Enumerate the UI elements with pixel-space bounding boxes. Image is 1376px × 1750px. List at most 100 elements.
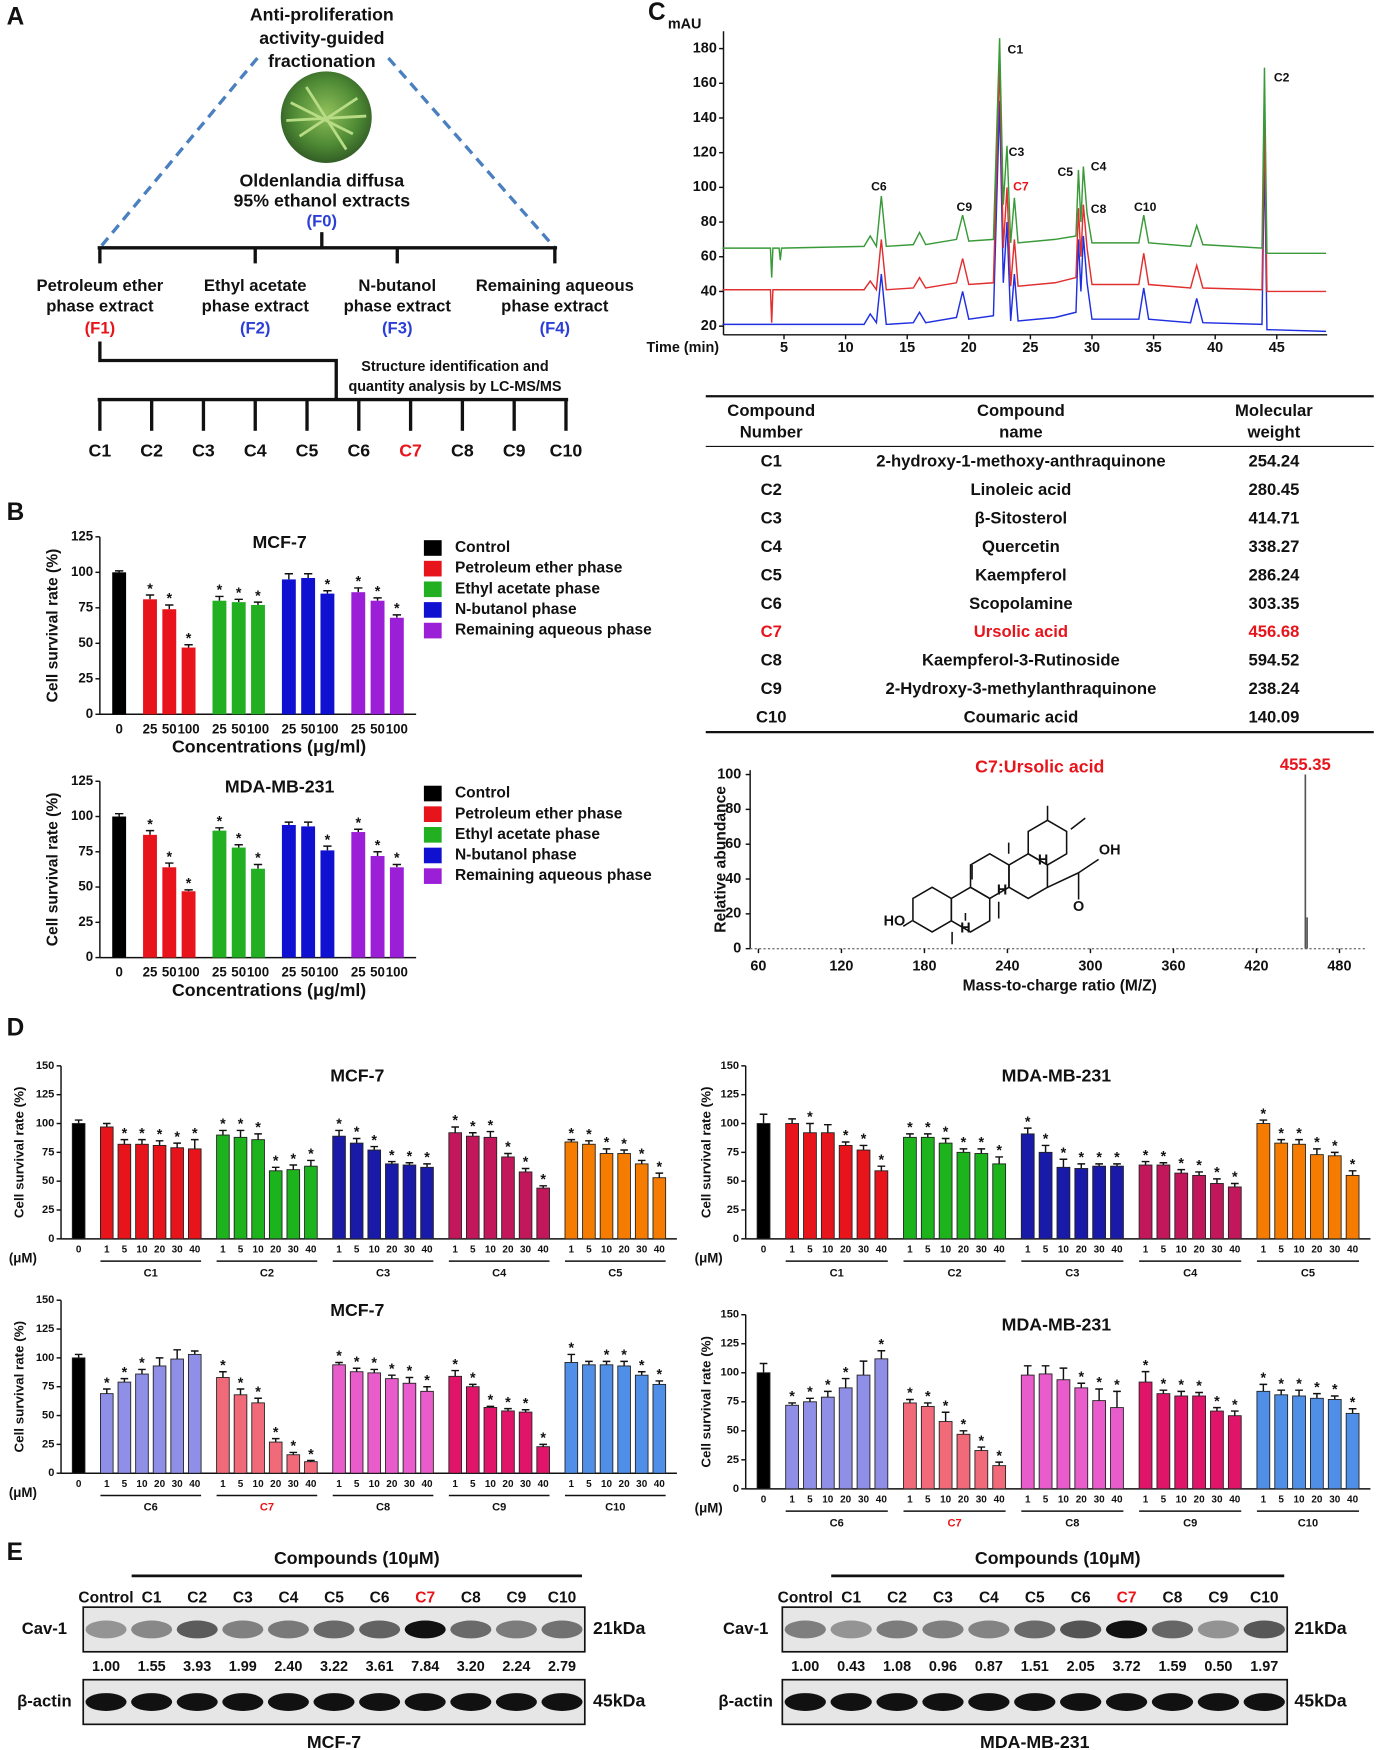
- group-label: C5: [1301, 1267, 1315, 1279]
- error-bar: [120, 1138, 129, 1145]
- legend-label: Ethyl acetate phase: [455, 580, 600, 597]
- significance-mark: *: [1178, 1378, 1184, 1394]
- significance-mark: *: [407, 1149, 413, 1165]
- table-cell: C10: [756, 708, 787, 727]
- x-tick-label: 40: [189, 1479, 201, 1490]
- error-bar: [234, 598, 243, 603]
- lane-label: C3: [233, 1589, 253, 1606]
- band-ratio: 7.84: [411, 1659, 439, 1675]
- x-tick-label: 1: [452, 1245, 458, 1256]
- bar: [281, 824, 296, 958]
- bar: [301, 578, 316, 715]
- x-tick-label: 5: [1043, 1495, 1049, 1506]
- bar: [367, 1149, 382, 1240]
- band-ratio: 1.55: [138, 1659, 166, 1675]
- table-cell: C6: [761, 594, 782, 613]
- x-tick-label: 40: [305, 1479, 317, 1490]
- x-tick-label: 30: [636, 1245, 648, 1256]
- significance-mark: *: [523, 1155, 529, 1171]
- error-bar: [585, 1360, 593, 1365]
- significance-mark: *: [979, 1135, 985, 1151]
- lane-label: C2: [187, 1589, 207, 1606]
- legend-swatch: [423, 560, 442, 577]
- x-tick-label: 20: [270, 1479, 282, 1490]
- x-tick-label: 20: [1194, 1245, 1206, 1256]
- x-tick-label: 40: [421, 1479, 433, 1490]
- band: [359, 1620, 401, 1639]
- error-bar: [1059, 1158, 1068, 1168]
- x-tick-label: 100: [386, 965, 408, 980]
- significance-mark: *: [147, 817, 153, 833]
- x-tick-label: 10: [485, 1479, 497, 1490]
- legend-label: N-butanol phase: [455, 601, 577, 618]
- band-ratio: 1.51: [1021, 1659, 1049, 1675]
- error-bar: [637, 1159, 646, 1164]
- bar: [268, 1441, 283, 1474]
- error-bar: [254, 1397, 262, 1403]
- significance-mark: *: [979, 1433, 985, 1449]
- band: [131, 1620, 173, 1639]
- error-bar: [1313, 1392, 1321, 1399]
- lane-label: C8: [1163, 1589, 1183, 1606]
- panel-label: D: [7, 1014, 25, 1041]
- x-tick-label: 10: [1294, 1495, 1306, 1506]
- x-tick-label: 0: [76, 1479, 82, 1490]
- error-bar: [155, 1357, 164, 1366]
- y-tick-label: 100: [717, 766, 741, 782]
- bar: [820, 1132, 835, 1240]
- y-tick-label: 50: [42, 1175, 54, 1187]
- group-label: C6: [830, 1517, 844, 1529]
- significance-mark: *: [1232, 1397, 1238, 1413]
- bar: [351, 592, 366, 715]
- bar: [162, 609, 177, 715]
- x-tick-label: 5: [586, 1479, 592, 1490]
- error-bar: [823, 1390, 832, 1398]
- x-tick-label: 30: [404, 1245, 416, 1256]
- compound-label: C4: [244, 441, 267, 461]
- bar: [170, 1147, 184, 1240]
- bar: [112, 572, 127, 715]
- significance-mark: *: [290, 1439, 296, 1455]
- significance-mark: *: [371, 1133, 377, 1149]
- note: quantity analysis by LC-MS/MS: [348, 379, 561, 395]
- significance-mark: *: [961, 1135, 967, 1151]
- x-tick-label: 50: [231, 721, 246, 736]
- lane-label: C4: [278, 1589, 298, 1606]
- group-label: C2: [260, 1267, 274, 1279]
- x-tick-label: 5: [1278, 1245, 1284, 1256]
- x-tick-label: 40: [876, 1245, 888, 1256]
- x-tick-label: 45: [1269, 340, 1285, 356]
- bar: [281, 579, 296, 715]
- bar: [956, 1433, 971, 1490]
- band: [495, 1620, 537, 1639]
- x-axis-label: Time (min): [646, 340, 719, 356]
- bar: [920, 1405, 935, 1490]
- legend-label: Petroleum ether phase: [455, 805, 623, 822]
- error-bar: [1041, 1365, 1050, 1374]
- x-tick-label: 20: [386, 1479, 398, 1490]
- significance-mark: *: [166, 591, 172, 607]
- significance-mark: *: [996, 1448, 1002, 1464]
- x-tick-label: 20: [840, 1245, 852, 1256]
- x-tick-label: 100: [316, 965, 338, 980]
- y-tick-label: 75: [42, 1146, 54, 1158]
- significance-mark: *: [488, 1393, 494, 1409]
- x-tick-label: 1: [1261, 1495, 1267, 1506]
- group-label: C2: [947, 1267, 961, 1279]
- x-tick-label: 1: [104, 1479, 110, 1490]
- x-tick-label: 5: [1043, 1245, 1049, 1256]
- error-bar: [788, 1118, 796, 1124]
- x-tick-label: 5: [925, 1245, 931, 1256]
- error-bar: [284, 821, 294, 825]
- significance-mark: *: [255, 851, 261, 867]
- band-ratio: 0.96: [929, 1659, 957, 1675]
- error-bar: [959, 1148, 968, 1153]
- compound-label: C9: [503, 441, 526, 461]
- unit-label: (μM): [9, 1485, 37, 1500]
- peak-label: C10: [1134, 200, 1157, 214]
- bar: [1227, 1415, 1242, 1490]
- error-bar: [941, 1137, 950, 1144]
- x-tick-label: 20: [502, 1479, 514, 1490]
- legend-label: Control: [455, 539, 510, 556]
- x-tick-label: 40: [654, 1245, 666, 1256]
